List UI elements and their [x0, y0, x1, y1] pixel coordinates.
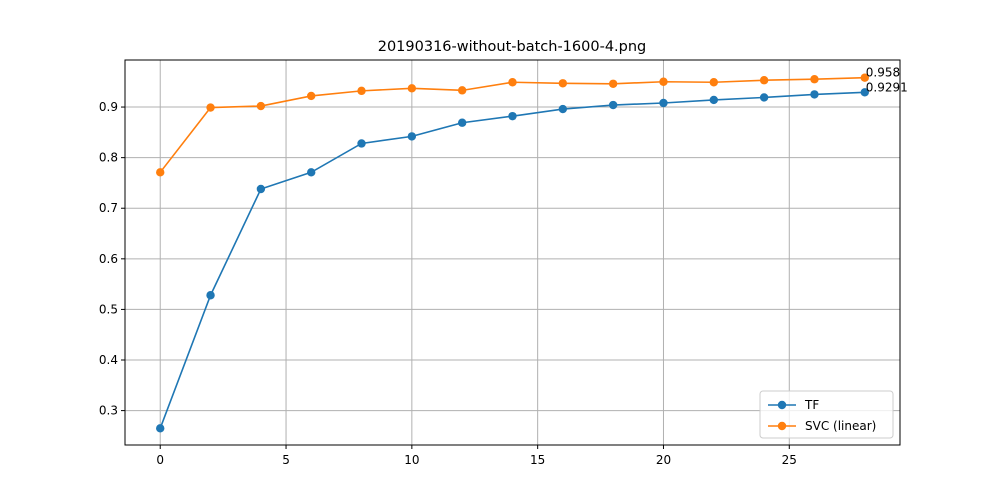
data-point-svc-linear: [860, 73, 869, 82]
data-point-svc-linear: [759, 76, 769, 85]
x-tick-label: 25: [782, 453, 797, 467]
y-tick-label: 0.5: [99, 302, 118, 316]
legend-swatch-marker: [777, 400, 787, 410]
x-tick-label: 15: [530, 453, 545, 467]
data-point-svc-linear: [407, 84, 417, 93]
data-point-tf: [508, 111, 517, 121]
y-tick-label: 0.3: [99, 404, 118, 418]
data-point-tf: [608, 100, 618, 110]
value-annotation: 0.958: [866, 66, 900, 80]
data-point-svc-linear: [608, 79, 618, 88]
y-tick-label: 0.8: [99, 151, 118, 165]
chart-title: 20190316-without-batch-1600-4.png: [378, 39, 647, 55]
y-tick-label: 0.7: [99, 201, 118, 215]
x-tick-label: 0: [156, 453, 164, 467]
data-point-tf: [558, 104, 568, 114]
plot-frame: [124, 59, 901, 446]
grid: [125, 60, 900, 445]
legend-label: TF: [804, 398, 819, 412]
x-tick-label: 10: [404, 453, 419, 467]
data-point-tf: [156, 424, 165, 433]
data-point-tf: [860, 88, 869, 97]
data-point-svc-linear: [357, 86, 366, 96]
data-point-tf: [407, 132, 417, 141]
data-point-tf: [256, 184, 266, 194]
data-point-svc-linear: [206, 103, 215, 112]
data-point-svc-linear: [256, 101, 266, 111]
data-point-svc-linear: [156, 168, 165, 177]
data-point-svc-linear: [810, 75, 819, 84]
y-tick-label: 0.9: [99, 100, 118, 114]
data-point-svc-linear: [457, 86, 467, 95]
series-line-tf: [159, 91, 865, 429]
data-point-svc-linear: [709, 78, 718, 87]
x-tick-label: 20: [656, 453, 671, 467]
data-point-tf: [206, 291, 215, 300]
legend-label: SVC (linear): [805, 419, 876, 433]
data-point-svc-linear: [659, 77, 668, 86]
data-point-tf: [457, 118, 467, 127]
data-point-tf: [357, 139, 366, 148]
data-point-tf: [709, 95, 718, 105]
data-point-svc-linear: [307, 91, 316, 101]
value-annotation: 0.9291: [866, 80, 908, 94]
x-tick-label: 5: [282, 453, 290, 467]
data-point-tf: [759, 93, 769, 102]
data-point-svc-linear: [508, 78, 517, 87]
data-point-tf: [659, 98, 668, 108]
data-point-tf: [810, 90, 819, 99]
data-point-tf: [307, 168, 316, 177]
legend: TF SVC (linear): [759, 390, 894, 439]
legend-swatch-marker: [777, 421, 787, 431]
y-tick-label: 0.6: [99, 252, 118, 266]
series-layer: [156, 73, 869, 433]
axes: 0 5 10 15 20 25 0.3 0.4 0.5 0.6 0.7 0.8 0.9: [99, 100, 797, 467]
data-point-svc-linear: [558, 79, 568, 88]
y-tick-label: 0.4: [99, 353, 118, 367]
